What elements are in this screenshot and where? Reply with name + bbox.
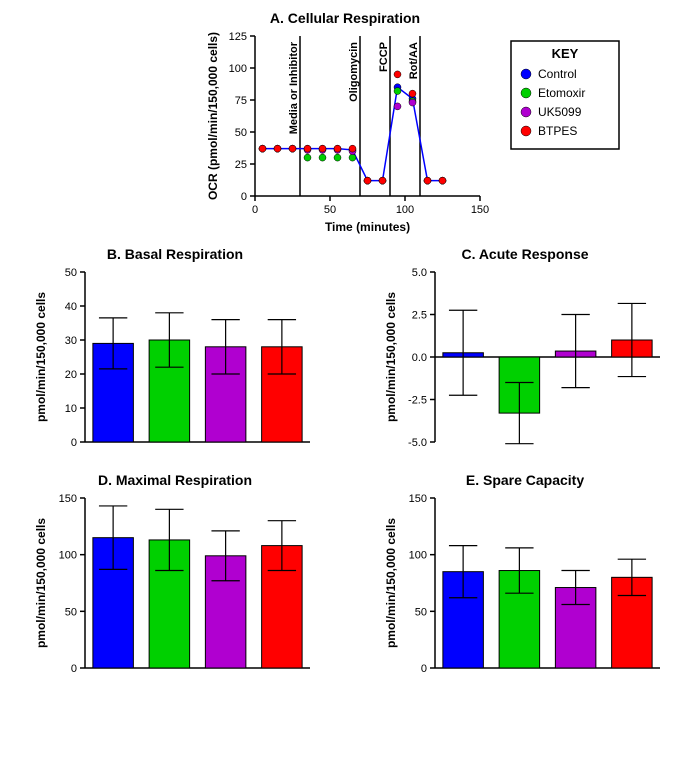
svg-text:Time (minutes): Time (minutes) <box>325 220 410 234</box>
svg-text:pmol/min/150,000 cells: pmol/min/150,000 cells <box>34 518 48 648</box>
svg-text:150: 150 <box>471 204 489 216</box>
svg-text:20: 20 <box>65 369 77 381</box>
legend: KEY Control Etomoxir UK5099 BTPES <box>510 40 620 150</box>
panel-a-container: A. Cellular Respiration 0 25 50 75 100 125 0 50… <box>200 10 490 241</box>
svg-text:50: 50 <box>65 267 77 279</box>
svg-text:-2.5: -2.5 <box>408 395 427 407</box>
panel-b-chart: 0 10 20 30 40 50 pmol/min/150,000 cells <box>30 262 320 462</box>
svg-text:FCCP: FCCP <box>378 42 390 72</box>
svg-text:10: 10 <box>65 403 77 415</box>
svg-text:BTPES: BTPES <box>538 124 577 138</box>
panel-b-title: B. Basal Respiration <box>10 246 340 262</box>
svg-text:UK5099: UK5099 <box>538 105 582 119</box>
bar-grid: B. Basal Respiration 0 10 20 30 40 50 pmol/min… <box>10 246 690 688</box>
svg-text:OCR (pmol/min/150,000 cells): OCR (pmol/min/150,000 cells) <box>206 32 220 200</box>
panel-d-title: D. Maximal Respiration <box>10 472 340 488</box>
svg-text:pmol/min/150,000 cells: pmol/min/150,000 cells <box>384 292 398 422</box>
svg-text:2.5: 2.5 <box>412 310 427 322</box>
svg-text:0: 0 <box>71 663 77 675</box>
svg-text:40: 40 <box>65 301 77 313</box>
panel-c-chart: -5.0 -2.5 0.0 2.5 5.0 pmol/min/150,000 cells <box>380 262 670 462</box>
svg-text:50: 50 <box>415 606 427 618</box>
svg-text:Control: Control <box>538 67 577 81</box>
panel-a-chart: 0 25 50 75 100 125 0 50 100 150 Time (minutes) OCR … <box>200 26 490 236</box>
svg-text:0: 0 <box>71 437 77 449</box>
svg-text:75: 75 <box>235 95 247 107</box>
svg-text:150: 150 <box>59 493 77 505</box>
panel-c-container: C. Acute Response -5.0 -2.5 0.0 2.5 5.0 pmol/… <box>360 246 690 462</box>
panel-e-chart: 0 50 100 150 pmol/min/150,000 cells <box>380 488 670 688</box>
svg-text:100: 100 <box>229 63 247 75</box>
panel-d-container: D. Maximal Respiration 0 50 100 150 pmol/min… <box>10 472 340 688</box>
svg-text:50: 50 <box>235 127 247 139</box>
svg-text:50: 50 <box>65 606 77 618</box>
svg-text:0: 0 <box>241 191 247 203</box>
panel-d-chart: 0 50 100 150 pmol/min/150,000 cells <box>30 488 320 688</box>
svg-text:50: 50 <box>324 204 336 216</box>
svg-text:pmol/min/150,000 cells: pmol/min/150,000 cells <box>384 518 398 648</box>
svg-text:0: 0 <box>421 663 427 675</box>
svg-text:5.0: 5.0 <box>412 267 427 279</box>
svg-text:100: 100 <box>59 550 77 562</box>
svg-text:25: 25 <box>235 159 247 171</box>
svg-text:Media or Inhibitor: Media or Inhibitor <box>288 41 300 134</box>
svg-text:pmol/min/150,000 cells: pmol/min/150,000 cells <box>34 292 48 422</box>
svg-text:Etomoxir: Etomoxir <box>538 86 585 100</box>
svg-text:125: 125 <box>229 31 247 43</box>
panel-e-container: E. Spare Capacity 0 50 100 150 pmol/min/150,… <box>360 472 690 688</box>
svg-text:-5.0: -5.0 <box>408 437 427 449</box>
panel-a-title: A. Cellular Respiration <box>200 10 490 26</box>
svg-text:100: 100 <box>396 204 414 216</box>
svg-text:Rot/AA: Rot/AA <box>408 42 420 79</box>
panel-c-title: C. Acute Response <box>360 246 690 262</box>
svg-text:30: 30 <box>65 335 77 347</box>
svg-text:Oligomycin: Oligomycin <box>348 42 360 102</box>
panel-b-container: B. Basal Respiration 0 10 20 30 40 50 pmol/min… <box>10 246 340 462</box>
svg-text:0: 0 <box>252 204 258 216</box>
svg-text:0.0: 0.0 <box>412 352 427 364</box>
svg-text:150: 150 <box>409 493 427 505</box>
panel-a-row: A. Cellular Respiration 0 25 50 75 100 125 0 50… <box>10 10 690 241</box>
panel-e-title: E. Spare Capacity <box>360 472 690 488</box>
figure-root: A. Cellular Respiration 0255075100125050… <box>10 10 690 688</box>
svg-text:KEY: KEY <box>552 46 579 61</box>
svg-text:100: 100 <box>409 550 427 562</box>
